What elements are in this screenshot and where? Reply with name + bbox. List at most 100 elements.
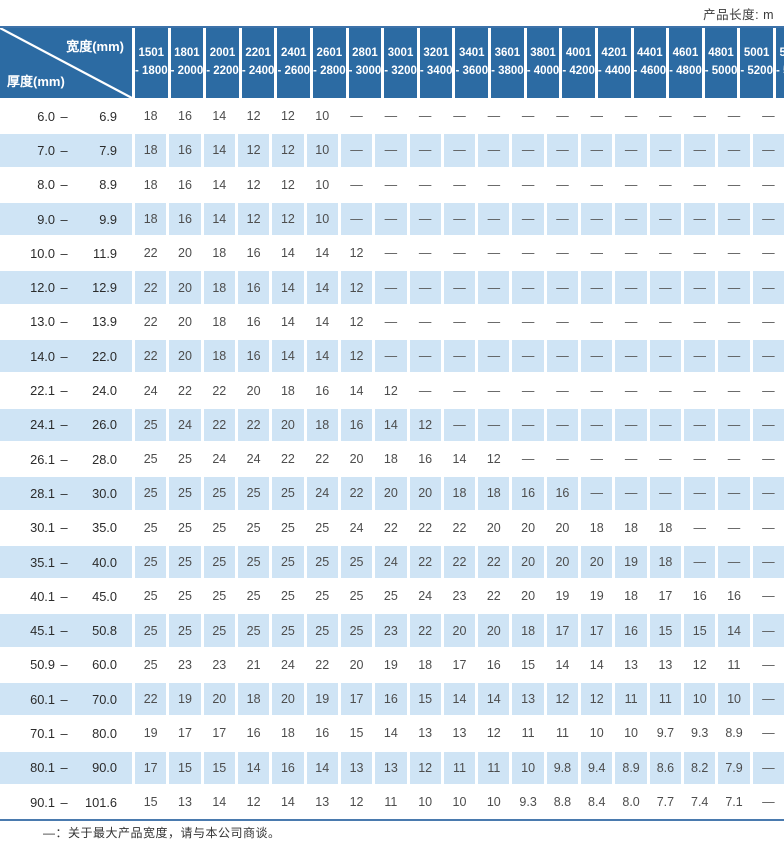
- no-value-dash-cell: —: [649, 477, 682, 510]
- no-value-dash-cell: —: [409, 271, 441, 304]
- max-length-value-cell: 18: [143, 109, 158, 124]
- no-value-dash-cell: —: [487, 314, 501, 329]
- max-length-value-cell: 12: [340, 340, 373, 373]
- range-separator: –: [60, 108, 68, 124]
- max-length-value-cell: 17: [546, 614, 579, 647]
- no-value-dash-cell: —: [453, 109, 466, 124]
- thickness-label-cell: 80.1– 90.0: [0, 751, 132, 784]
- max-length-value-cell: 22: [383, 520, 398, 535]
- max-length-value-cell: 20: [178, 314, 192, 329]
- max-length-value-cell: 25: [237, 545, 270, 579]
- no-value-dash-cell: —: [546, 340, 579, 373]
- width-range-top: 3201: [423, 47, 449, 60]
- thickness-label-cell: 30.1– 35.0: [0, 512, 132, 544]
- no-value-dash-cell: —: [556, 109, 569, 124]
- max-length-value-cell: 25: [246, 520, 261, 535]
- width-range-bottom: - 4400: [597, 65, 631, 77]
- no-value-dash-cell: —: [556, 452, 569, 467]
- max-length-value-cell: 12: [383, 383, 398, 398]
- range-separator: –: [60, 520, 68, 536]
- no-value-dash-cell: —: [350, 109, 363, 124]
- range-separator: –: [60, 657, 68, 673]
- max-length-value-cell: 14: [212, 795, 227, 810]
- width-range-top: 3001: [387, 47, 414, 60]
- max-length-value-cell: 24: [306, 477, 338, 510]
- no-value-dash-cell: —: [409, 202, 441, 236]
- no-value-dash-cell: —: [727, 177, 741, 192]
- no-value-dash-cell: —: [512, 134, 544, 167]
- max-length-value-cell: 20: [521, 589, 536, 604]
- width-range-top: 4601: [672, 47, 699, 60]
- no-value-dash-cell: —: [521, 452, 535, 467]
- no-value-dash-cell: —: [556, 177, 569, 192]
- no-value-dash-cell: —: [718, 271, 750, 304]
- no-value-dash-cell: —: [418, 246, 432, 261]
- width-header-cell: 4801 - 5000: [704, 28, 738, 98]
- thickness-to: 28.0: [92, 451, 117, 467]
- no-value-dash-cell: —: [581, 134, 613, 167]
- max-length-value-cell: 13: [340, 751, 373, 784]
- max-length-value-cell: 16: [169, 134, 201, 167]
- max-length-value-cell: 16: [512, 477, 544, 510]
- width-range-top: 1501: [138, 47, 165, 60]
- max-length-value-cell: 24: [349, 520, 364, 535]
- no-value-dash-cell: —: [375, 340, 407, 373]
- no-value-dash-cell: —: [590, 452, 604, 467]
- max-length-value-cell: 8.2: [684, 751, 716, 784]
- max-length-value-cell: 23: [212, 657, 227, 672]
- width-header-cell: 2601 - 2800: [313, 28, 346, 98]
- no-value-dash-cell: —: [718, 202, 750, 236]
- max-length-value-cell: 15: [203, 751, 235, 784]
- max-length-value-cell: 18: [212, 246, 227, 261]
- max-length-value-cell: 14: [589, 657, 604, 672]
- thickness-axis-label: 厚度(mm): [7, 74, 65, 89]
- width-range-bottom: - 1800: [135, 65, 168, 77]
- max-length-value-cell: 20: [409, 477, 441, 510]
- max-length-value-cell: 14: [718, 614, 750, 647]
- width-header-cell: 5201 - 5300: [775, 28, 784, 98]
- thickness-label-cell: 50.9– 60.0: [0, 649, 132, 681]
- thickness-to: 90.0: [92, 760, 117, 776]
- max-length-value-cell: 16: [486, 657, 501, 672]
- max-length-value-cell: 10: [624, 726, 639, 741]
- max-length-value-cell: 10: [718, 683, 750, 716]
- no-value-dash-cell: —: [649, 340, 682, 373]
- max-length-value-cell: 12: [349, 246, 364, 261]
- range-separator: –: [60, 383, 68, 399]
- max-length-value-cell: 24: [418, 589, 433, 604]
- max-length-value-cell: 12: [237, 202, 270, 236]
- thickness-to: 40.0: [92, 554, 117, 570]
- no-value-dash-cell: —: [727, 246, 741, 261]
- no-value-dash-cell: —: [615, 134, 647, 167]
- no-value-dash-cell: —: [718, 134, 750, 167]
- width-range-top: 3601: [494, 47, 521, 60]
- width-range-top: 2001: [209, 47, 236, 60]
- thickness-label-cell: 7.0– 7.9: [0, 134, 132, 167]
- max-length-value-cell: 13: [512, 683, 544, 716]
- thickness-to: 60.0: [92, 657, 117, 673]
- width-range-bottom: - 4000: [526, 65, 560, 77]
- max-length-value-cell: 8.4: [588, 795, 606, 810]
- max-length-value-cell: 16: [315, 383, 330, 398]
- max-length-value-cell: 10: [315, 177, 330, 192]
- thickness-to: 70.0: [92, 691, 117, 707]
- max-length-value-cell: 17: [452, 657, 467, 672]
- bottom-divider-line: [0, 819, 784, 821]
- thickness-to: 35.0: [92, 520, 117, 536]
- max-length-value-cell: 25: [169, 477, 201, 510]
- range-separator: –: [60, 417, 68, 433]
- no-value-dash-cell: —: [693, 177, 706, 192]
- max-length-value-cell: 13: [375, 751, 407, 784]
- max-length-value-cell: 25: [135, 477, 167, 510]
- no-value-dash-cell: —: [659, 314, 672, 329]
- no-value-dash-cell: —: [443, 340, 476, 373]
- no-value-dash-cell: —: [340, 134, 373, 167]
- range-separator: –: [60, 280, 68, 296]
- no-value-dash-cell: —: [752, 271, 784, 304]
- width-range-bottom: - 5200: [740, 65, 773, 77]
- no-value-dash-cell: —: [375, 134, 407, 167]
- no-value-dash-cell: —: [693, 246, 706, 261]
- thickness-from: 40.1: [30, 588, 55, 604]
- max-length-value-cell: 25: [212, 589, 227, 604]
- no-value-dash-cell: —: [727, 314, 741, 329]
